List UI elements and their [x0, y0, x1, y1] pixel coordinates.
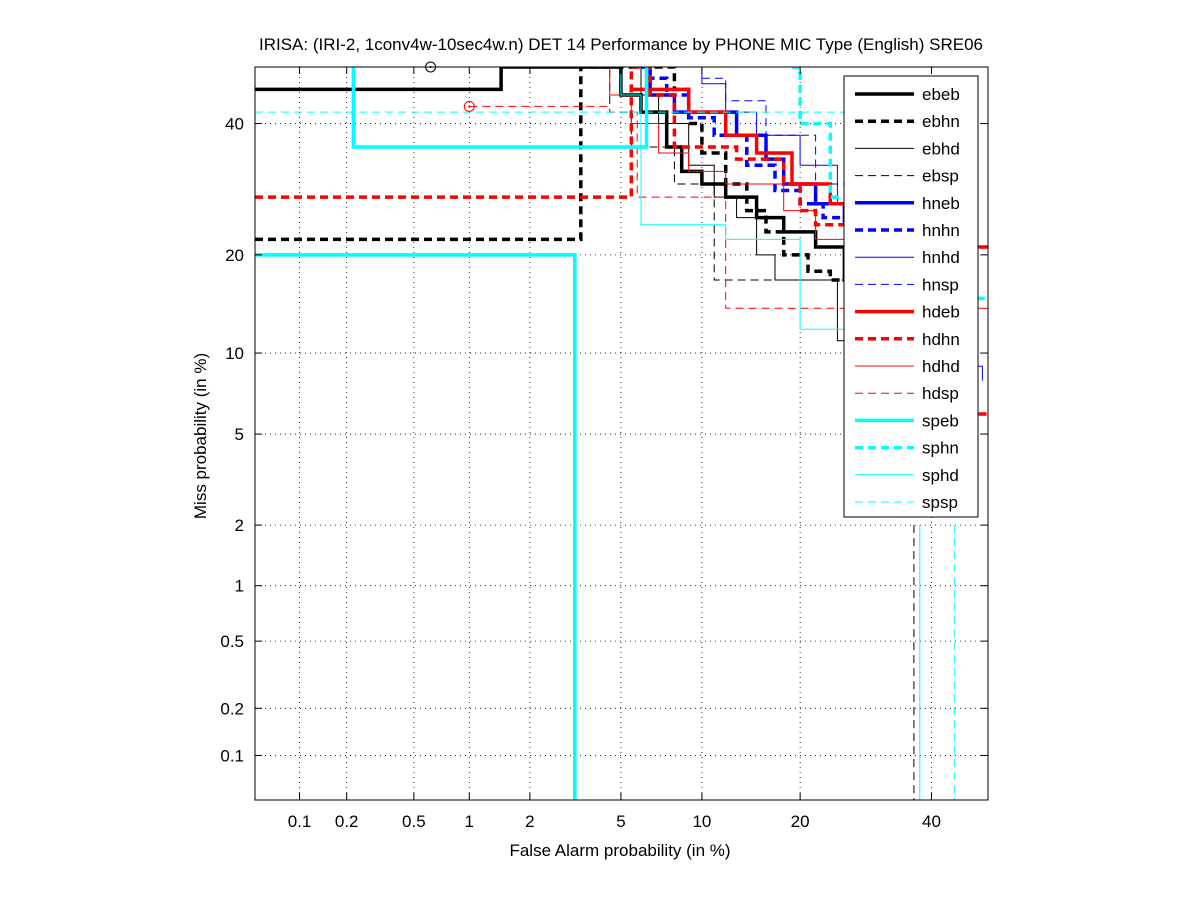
x-tick-label: 0.1 — [288, 812, 312, 831]
series-lines — [255, 67, 988, 800]
y-tick-label: 40 — [225, 115, 244, 134]
series-line-speb-tail — [255, 253, 577, 800]
y-tick-label: 10 — [225, 344, 244, 363]
y-tick-label: 0.5 — [220, 632, 244, 651]
legend-label-hdhd: hdhd — [922, 357, 960, 376]
operating-point-markers — [425, 61, 475, 112]
operating-point-marker — [463, 100, 475, 112]
x-tick-label: 0.5 — [402, 812, 426, 831]
legend-label-ebsp: ebsp — [922, 167, 959, 186]
y-axis-label: Miss probability (in %) — [191, 353, 210, 519]
y-tick-label: 2 — [235, 516, 244, 535]
legend-label-hnhn: hnhn — [922, 221, 960, 240]
x-tick-label: 0.2 — [335, 812, 359, 831]
legend: ebeb ebhn ebhd ebsp hneb hnhn hnhd hnsp hdeb hdhn… — [843, 75, 979, 518]
x-axis-label: False Alarm probability (in %) — [509, 841, 730, 860]
chart-title: IRISA: (IRI-2, 1conv4w-10sec4w.n) DET 14… — [259, 35, 983, 54]
series-line-ebhn — [255, 67, 871, 291]
y-tick-label: 20 — [225, 246, 244, 265]
legend-label-ebhd: ebhd — [922, 139, 960, 158]
legend-label-sphd: sphd — [922, 466, 959, 485]
legend-label-sphn: sphn — [922, 439, 959, 458]
y-tick-label: 1 — [235, 577, 244, 596]
legend-label-speb: speb — [922, 411, 959, 430]
legend-label-ebeb: ebeb — [922, 85, 960, 104]
y-tick-label: 5 — [235, 425, 244, 444]
x-tick-label: 2 — [525, 812, 534, 831]
series-line-ebhd — [620, 67, 865, 354]
series-line-hnhn — [646, 76, 852, 220]
x-tick-label: 10 — [692, 812, 711, 831]
legend-label-hnsp: hnsp — [922, 275, 959, 294]
x-tick-label: 40 — [922, 812, 941, 831]
y-tick-label: 0.2 — [220, 699, 244, 718]
x-tick-label: 20 — [791, 812, 810, 831]
x-tick-label: 1 — [465, 812, 474, 831]
legend-label-hdeb: hdeb — [922, 303, 960, 322]
series-line-speb — [351, 67, 649, 149]
legend-label-spsp: spsp — [922, 493, 958, 512]
axis-ticks: 0.1 0.2 0.5 1 2 5 10 20 40 0.1 0.2 0.5 1 2 5 10 20 40 — [220, 67, 988, 831]
series-line-hdsp — [469, 105, 871, 319]
legend-label-hdhn: hdhn — [922, 330, 960, 349]
legend-label-ebhn: ebhn — [922, 112, 960, 131]
plot-frame — [254, 66, 989, 801]
series-line-ebeb — [255, 67, 858, 282]
x-tick-label: 5 — [616, 812, 625, 831]
series-line-hdhd-tail — [976, 307, 988, 330]
series-line-hnhd — [674, 67, 871, 205]
legend-box — [843, 75, 979, 518]
legend-label-hdsp: hdsp — [922, 384, 959, 403]
legend-label-hnhd: hnhd — [922, 248, 960, 267]
operating-point-dot — [468, 105, 471, 108]
y-tick-label: 0.1 — [220, 746, 244, 765]
legend-label-hneb: hneb — [922, 194, 960, 213]
